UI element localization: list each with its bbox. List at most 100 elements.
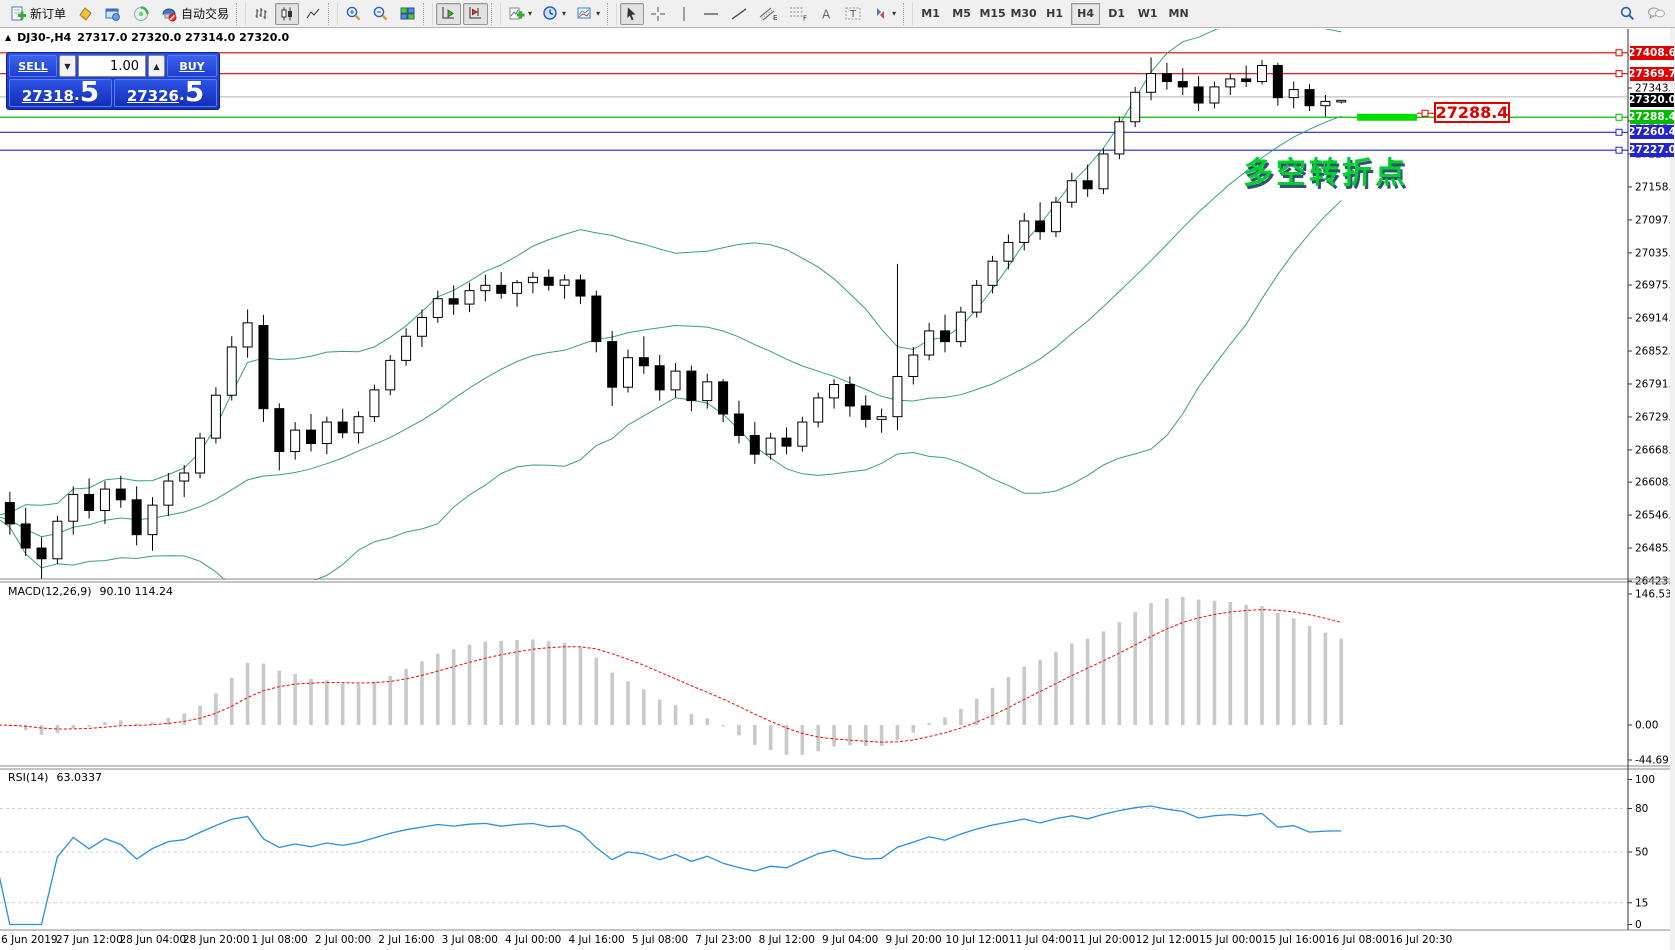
zoom-out-icon [373, 6, 388, 21]
zoom-out-button[interactable] [368, 3, 393, 25]
bar-chart-button[interactable] [249, 3, 273, 25]
svg-text:28 Jun 04:00: 28 Jun 04:00 [119, 934, 186, 946]
volume-up-button[interactable]: ▲ [148, 55, 165, 77]
arrows-button[interactable]: ▾ [868, 3, 900, 25]
svg-text:26729.5: 26729.5 [1635, 411, 1675, 423]
rsi-value: 63.0337 [56, 771, 102, 784]
chart-ohlc-header: ▲ DJ30-,H4 27317.0 27320.0 27314.0 27320… [5, 31, 289, 44]
auto-scroll-button[interactable] [436, 2, 462, 25]
new-order-label: 新订单 [30, 7, 67, 21]
search-button[interactable] [1615, 3, 1640, 25]
timeframe-button-h4[interactable]: H4 [1071, 2, 1101, 25]
styler-icon [79, 6, 92, 21]
text-button[interactable]: A [814, 3, 838, 25]
buy-price-button[interactable]: 27326. 5 [114, 78, 217, 107]
volume-input[interactable]: 1.00 [78, 55, 146, 77]
crosshair-button[interactable] [646, 3, 670, 25]
svg-text:12 Jul 12:00: 12 Jul 12:00 [1136, 934, 1199, 946]
svg-text:0: 0 [1635, 919, 1642, 931]
vertical-line-icon [683, 6, 685, 21]
svg-text:F: F [803, 15, 807, 23]
autotrading-button[interactable]: 自动交易 [156, 3, 233, 25]
periods-clock-icon [543, 6, 557, 20]
rsi-name: RSI(14) [8, 771, 49, 784]
svg-text:27343.0: 27343.0 [1635, 83, 1675, 95]
svg-text:26485.0: 26485.0 [1635, 543, 1675, 555]
periods-button[interactable]: ▾ [538, 3, 570, 25]
svg-text:0.00: 0.00 [1635, 720, 1658, 732]
rsi-indicator-label: RSI(14) 63.0337 [8, 771, 102, 784]
svg-text:7 Jul 23:00: 7 Jul 23:00 [695, 934, 751, 946]
vertical-line-button[interactable] [672, 3, 696, 25]
trendline-button[interactable] [726, 3, 752, 25]
profiles-button[interactable] [100, 3, 126, 25]
arrows-icon [877, 8, 885, 19]
timeframe-group: M1 M5 M15 M30 H1 H4 D1 W1 MN [915, 2, 1194, 25]
svg-text:2 Jul 16:00: 2 Jul 16:00 [378, 934, 434, 946]
timeframe-button-mn[interactable]: MN [1168, 7, 1189, 20]
price-tag-label[interactable]: 27288.4 [1434, 102, 1510, 123]
toolbar-separator [236, 2, 247, 25]
new-order-button[interactable]: 新订单 [5, 3, 70, 25]
svg-text:26546.5: 26546.5 [1635, 510, 1675, 522]
volume-down-button[interactable]: ▼ [59, 55, 76, 77]
tile-windows-icon [400, 7, 415, 20]
sell-price-button[interactable]: 27318. 5 [9, 78, 112, 107]
timeframe-button-h1[interactable]: H1 [1046, 7, 1064, 20]
timeframe-button-m5[interactable]: M5 [952, 7, 971, 20]
svg-text:E: E [773, 14, 777, 22]
cursor-button[interactable] [620, 2, 645, 25]
svg-text:4 Jul 00:00: 4 Jul 00:00 [505, 934, 561, 946]
fibonacci-button[interactable]: F [784, 3, 812, 25]
macd-name: MACD(12,26,9) [8, 585, 92, 598]
price-line-axis-label: 27369.7 [1628, 66, 1675, 81]
one-click-top-row: SELL ▼ 1.00 ▲ BUY [9, 55, 217, 77]
price-line-axis-label: 27227.0 [1628, 143, 1675, 158]
main-toolbar: 新订单 自动交易 [0, 0, 1675, 28]
text-label-button[interactable]: T [840, 3, 866, 25]
timeframe-button-w1[interactable]: W1 [1137, 7, 1158, 20]
toolbar-separator [903, 2, 914, 25]
timeframe-button-m30[interactable]: M30 [1010, 7, 1037, 20]
toolbar-separator [491, 2, 502, 25]
macd-indicator-label: MACD(12,26,9) 90.10 114.24 [8, 585, 173, 598]
search-icon [1620, 6, 1635, 21]
dropdown-caret-icon: ▾ [892, 8, 897, 18]
autotrading-icon [162, 8, 177, 21]
templates-button[interactable]: ▾ [572, 3, 604, 25]
svg-text:27 Jun 12:00: 27 Jun 12:00 [56, 934, 123, 946]
chart-shift-button[interactable] [463, 2, 489, 25]
zoom-in-button[interactable] [341, 3, 366, 25]
svg-text:26791.0: 26791.0 [1635, 378, 1675, 390]
svg-text:26608.0: 26608.0 [1635, 477, 1675, 489]
one-click-trading-panel: SELL ▼ 1.00 ▲ BUY 27318. 5 27326. 5 [6, 52, 220, 110]
chat-button[interactable] [1642, 3, 1670, 25]
line-chart-button[interactable] [301, 3, 325, 25]
svg-text:28 Jun 20:00: 28 Jun 20:00 [183, 934, 250, 946]
toolbar-separator [607, 2, 618, 25]
svg-text:15: 15 [1635, 897, 1648, 909]
zoom-in-icon [346, 6, 361, 21]
svg-text:A: A [822, 7, 831, 21]
timeframe-button-m15[interactable]: M15 [979, 7, 1006, 20]
svg-text:8 Jul 12:00: 8 Jul 12:00 [759, 934, 815, 946]
horizontal-line-button[interactable] [698, 3, 724, 25]
svg-text:T: T [849, 9, 857, 20]
candlestick-chart-button[interactable] [275, 2, 300, 25]
toolbar-separator [328, 2, 339, 25]
sell-button[interactable]: SELL [9, 55, 57, 77]
svg-text:26914.0: 26914.0 [1635, 313, 1675, 325]
timeframe-button-m1[interactable]: M1 [921, 7, 940, 20]
timeframe-button-d1[interactable]: D1 [1108, 7, 1125, 20]
collapse-triangle-icon[interactable]: ▲ [5, 33, 12, 42]
templates-icon [577, 7, 591, 19]
indicators-button[interactable]: ▾ [504, 3, 536, 25]
buy-button[interactable]: BUY [167, 55, 217, 77]
price-line-axis-label: 27288.4 [1628, 110, 1675, 125]
styler-button[interactable] [72, 3, 98, 25]
equidistant-channel-button[interactable]: E [754, 3, 782, 25]
tile-windows-button[interactable] [395, 3, 420, 25]
navigator-button[interactable] [128, 3, 154, 25]
